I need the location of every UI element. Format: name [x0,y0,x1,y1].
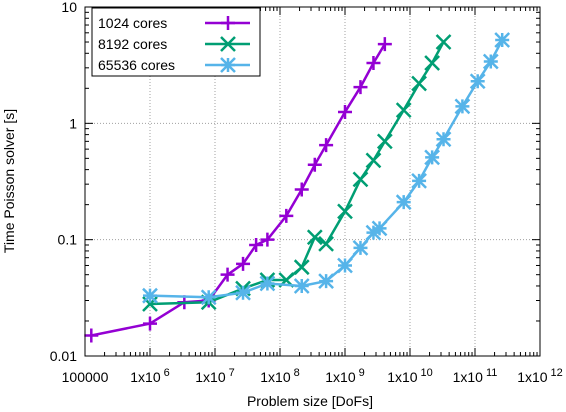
data-point [397,195,411,209]
data-point [84,329,98,343]
data-point [437,132,451,146]
series-line [150,42,444,304]
x-tick-label: 1x10 9 [325,367,364,385]
data-point [143,289,157,303]
data-point [412,76,426,90]
data-point [353,172,367,186]
data-point [353,241,367,255]
data-point [366,153,380,167]
data-point [455,99,469,113]
data-point [319,274,333,288]
y-axis-title: Time Poisson solver [s] [1,109,17,253]
x-tick-label: 1x10 8 [260,367,299,385]
data-point [338,204,352,218]
data-point [338,258,352,272]
x-tick-label: 100000 [62,369,109,385]
data-point [319,138,333,152]
series-layer [84,33,509,342]
data-point [338,105,352,119]
data-point [366,56,380,70]
x-tick-label: 1x10 10 [387,367,433,385]
data-point [437,35,451,49]
data-point [143,317,157,331]
data-point [397,103,411,117]
legend-label: 65536 cores [98,57,175,73]
data-point [236,286,250,300]
data-point [202,290,216,304]
data-point [295,279,309,293]
legend-label: 1024 cores [98,15,167,31]
x-tick-label: 1x10 11 [453,367,498,385]
data-point [373,221,387,235]
x-tick-label: 1x10 12 [517,367,563,385]
data-point [425,56,439,70]
x-axis-title: Problem size [DoFs] [247,393,373,409]
data-point [471,74,485,88]
data-point [295,182,309,196]
data-point [484,55,498,69]
y-tick-label: 0.01 [50,348,77,364]
data-point [353,80,367,94]
data-point [378,134,392,148]
legend-marker [221,58,235,72]
series-line [150,40,502,297]
legend: 1024 cores 8192 cores 65536 cores [92,8,260,76]
x-tick-label: 1x10 7 [195,367,234,385]
data-point [260,276,274,290]
data-point [308,158,322,172]
data-point [495,33,509,47]
data-point [295,260,309,274]
data-point [412,174,426,188]
data-point [378,37,392,51]
x-tick-label: 1x10 6 [130,367,169,385]
y-tick-label: 1 [69,115,77,131]
data-point [425,150,439,164]
legend-label: 8192 cores [98,36,167,52]
y-tick-label: 0.1 [58,232,78,248]
y-tick-label: 10 [61,0,77,15]
